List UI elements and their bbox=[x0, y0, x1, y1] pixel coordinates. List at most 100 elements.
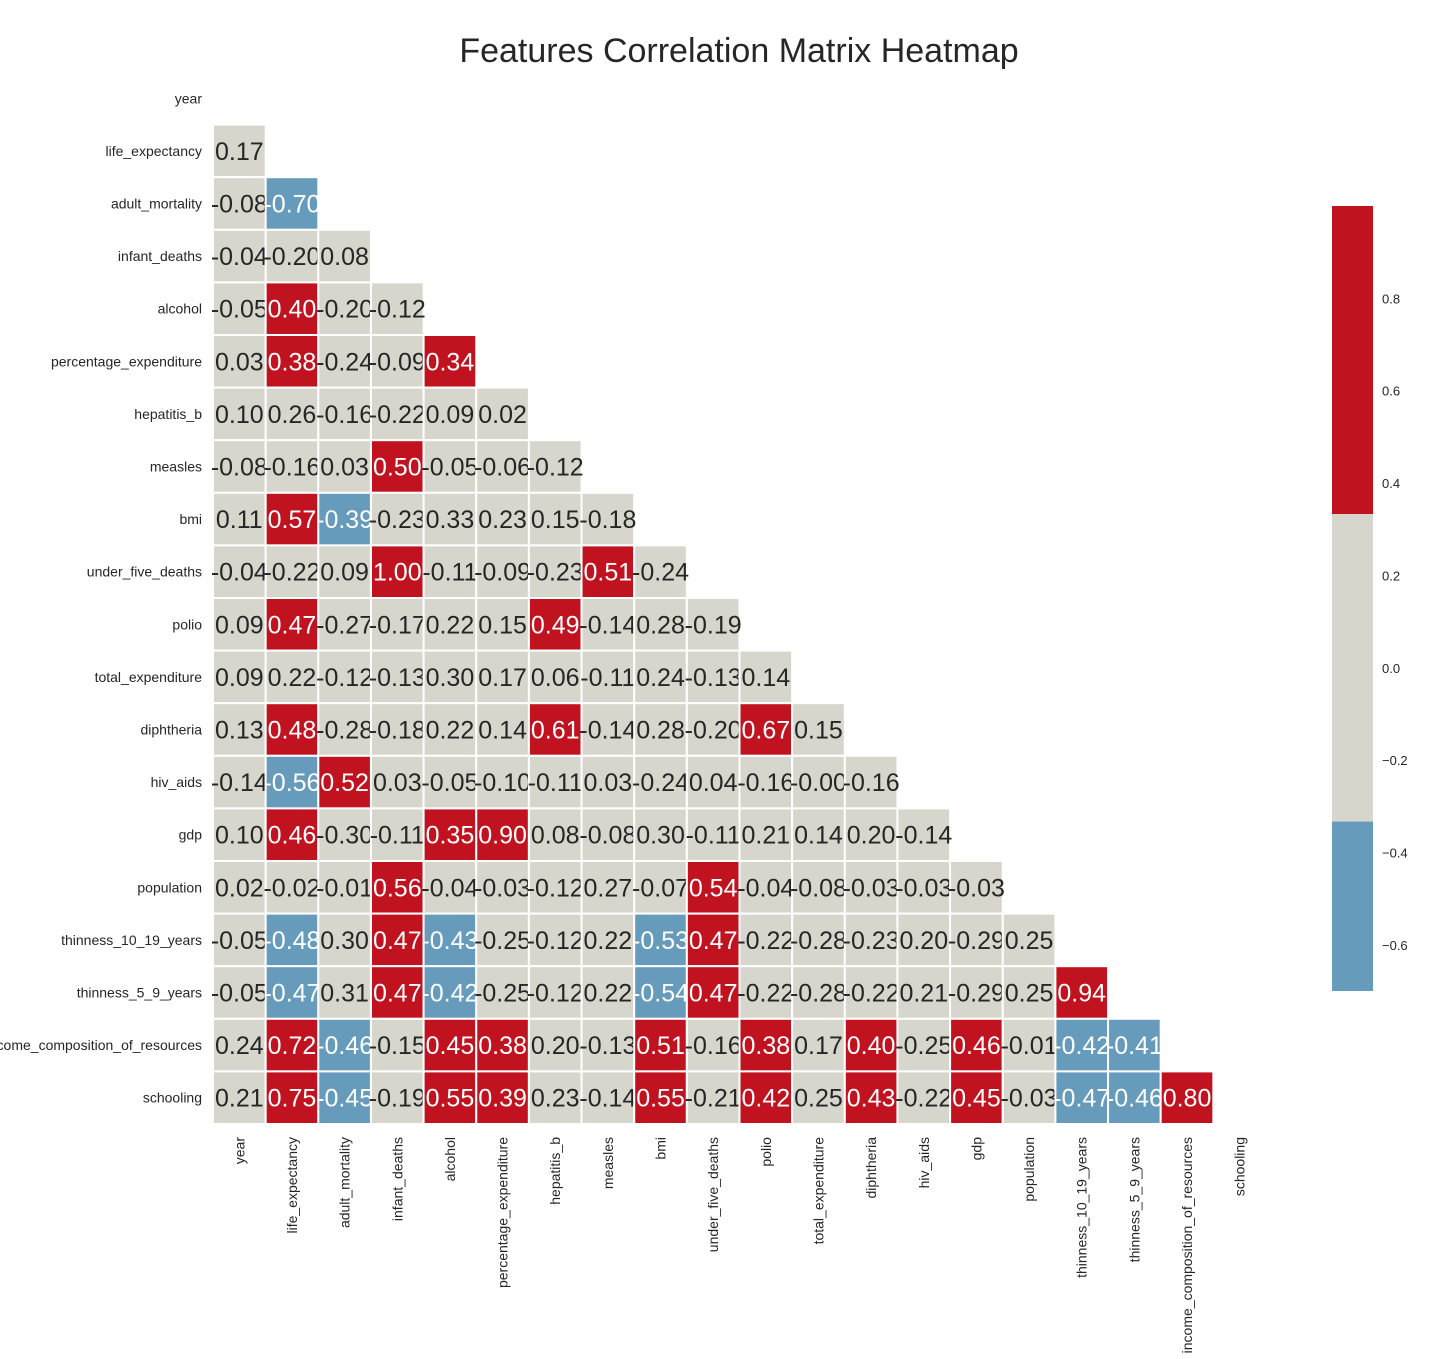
heatmap-cell bbox=[475, 702, 530, 757]
cell-value-label: 0.03 bbox=[373, 769, 422, 797]
heatmap-cell bbox=[896, 965, 952, 1020]
cell-value-label: -0.42 bbox=[421, 980, 478, 1008]
cell-value-label: -0.12 bbox=[369, 296, 426, 324]
cell-value-label: 0.14 bbox=[478, 717, 527, 745]
cell-value-label: 0.23 bbox=[531, 1085, 580, 1113]
heatmap-cell bbox=[738, 702, 794, 757]
heatmap-cell bbox=[633, 544, 688, 600]
cell-value-label: -0.48 bbox=[263, 927, 320, 955]
cell-value-label: 0.17 bbox=[794, 1032, 843, 1060]
cell-value-label: -0.03 bbox=[1001, 1085, 1058, 1113]
heatmap-cell bbox=[685, 860, 741, 915]
heatmap-cell bbox=[475, 1070, 530, 1126]
cell-value-label: 0.39 bbox=[478, 1085, 527, 1113]
cell-value-label: 0.28 bbox=[636, 717, 685, 745]
x-tick-label: schooling bbox=[1232, 1137, 1248, 1196]
heatmap-cell bbox=[369, 386, 425, 442]
cell-value-label: -0.29 bbox=[948, 980, 1005, 1008]
x-tick-label: diphtheria bbox=[863, 1137, 879, 1199]
cell-value-label: 0.80 bbox=[1163, 1085, 1212, 1113]
heatmap-cell bbox=[843, 1017, 899, 1073]
cell-value-label: -0.22 bbox=[843, 980, 900, 1008]
heatmap-cell bbox=[317, 597, 372, 652]
cell-value-label: -0.20 bbox=[316, 296, 373, 324]
heatmap-cell bbox=[317, 491, 372, 547]
heatmap-cell bbox=[791, 965, 846, 1020]
cell-value-label: 0.35 bbox=[426, 822, 475, 850]
x-tick-label: gdp bbox=[968, 1137, 984, 1161]
cell-value-label: 0.28 bbox=[636, 611, 685, 639]
cell-value-label: -0.13 bbox=[369, 664, 426, 692]
cell-value-label: -0.16 bbox=[316, 401, 373, 429]
cell-value-label: 0.38 bbox=[268, 348, 317, 376]
cell-value-label: -0.13 bbox=[579, 1032, 636, 1060]
cell-value-label: 0.49 bbox=[531, 611, 580, 639]
cell-value-label: -0.05 bbox=[211, 296, 268, 324]
cell-value-label: 0.52 bbox=[320, 769, 369, 797]
heatmap-cell bbox=[212, 702, 267, 757]
cell-value-label: 0.47 bbox=[689, 927, 738, 955]
cell-value-label: -0.14 bbox=[211, 769, 268, 797]
cell-value-label: 0.09 bbox=[215, 664, 264, 692]
cell-value-label: 0.03 bbox=[584, 769, 633, 797]
cell-value-label: 0.90 bbox=[478, 822, 527, 850]
colorbar-tick-label: 0.8 bbox=[1382, 291, 1400, 306]
cell-value-label: -0.23 bbox=[527, 559, 584, 587]
cell-value-label: 0.75 bbox=[268, 1085, 317, 1113]
cell-value-label: 0.67 bbox=[741, 717, 790, 745]
heatmap-cell bbox=[264, 702, 320, 757]
cell-value-label: -0.24 bbox=[632, 769, 689, 797]
heatmap-cell bbox=[896, 912, 952, 968]
cell-value-label: -0.08 bbox=[790, 874, 847, 902]
y-tick-label: thinness_10_19_years bbox=[61, 932, 202, 948]
cell-value-label: -0.24 bbox=[632, 559, 689, 587]
y-tick-label: gdp bbox=[179, 827, 203, 843]
heatmap-cell bbox=[738, 807, 794, 863]
cell-value-label: -0.20 bbox=[685, 717, 742, 745]
heatmap-cell bbox=[949, 1017, 1004, 1073]
heatmap-cell bbox=[475, 597, 530, 652]
cell-value-label: -0.41 bbox=[1106, 1032, 1163, 1060]
y-tick-label: alcohol bbox=[158, 301, 202, 317]
cell-value-label: 0.22 bbox=[584, 927, 633, 955]
heatmap-cell bbox=[369, 281, 425, 336]
cell-value-label: 0.21 bbox=[741, 822, 790, 850]
heatmap-cell bbox=[475, 386, 530, 442]
y-tick-label: adult_mortality bbox=[111, 196, 202, 212]
cell-value-label: -0.16 bbox=[843, 769, 900, 797]
x-tick-label: year bbox=[231, 1137, 247, 1165]
x-tick-label: thinness_10_19_years bbox=[1074, 1137, 1090, 1278]
x-tick-label: hiv_aids bbox=[916, 1137, 932, 1188]
cell-value-label: -0.28 bbox=[316, 717, 373, 745]
cell-value-label: -0.03 bbox=[895, 874, 952, 902]
cell-value-label: -0.07 bbox=[632, 874, 689, 902]
heatmap-cell bbox=[475, 807, 530, 863]
cell-value-label: 0.51 bbox=[636, 1032, 685, 1060]
heatmap-cell bbox=[791, 702, 846, 757]
y-axis-tick-labels: year life_expectancy adult_mortalityinfant… bbox=[0, 90, 202, 1105]
cell-value-label: 0.11 bbox=[216, 506, 263, 534]
cell-value-label: 0.54 bbox=[689, 874, 738, 902]
heatmap-cells: 0.17-0.08-0.70-0.04-0.20 0.08-0.05 0.40 -0.… bbox=[211, 123, 1215, 1126]
cell-value-label: -0.46 bbox=[316, 1032, 373, 1060]
y-tick-label: measles bbox=[150, 459, 202, 475]
cell-value-label: -0.25 bbox=[895, 1032, 952, 1060]
y-tick-label: hiv_aids bbox=[151, 774, 202, 790]
colorbar-tick-label: −0.4 bbox=[1382, 845, 1408, 860]
heatmap-cell bbox=[475, 649, 530, 705]
heatmap-cell bbox=[738, 965, 794, 1020]
cell-value-label: -0.14 bbox=[579, 611, 636, 639]
y-tick-label: under_five_deaths bbox=[87, 564, 202, 580]
cell-value-label: 0.20 bbox=[899, 927, 948, 955]
cell-value-label: 0.02 bbox=[478, 401, 527, 429]
cell-value-label: -0.45 bbox=[316, 1085, 373, 1113]
cell-value-label: 0.02 bbox=[215, 874, 264, 902]
x-tick-label: total_expenditure bbox=[810, 1137, 826, 1245]
cell-value-label: -0.09 bbox=[474, 559, 531, 587]
cell-value-label: 0.34 bbox=[426, 348, 475, 376]
colorbar-segment bbox=[1332, 206, 1373, 514]
heatmap-cell bbox=[580, 702, 636, 757]
cell-value-label: -0.08 bbox=[211, 191, 268, 219]
cell-value-label: 0.03 bbox=[320, 454, 369, 482]
y-tick-label: infant_deaths bbox=[118, 248, 202, 264]
